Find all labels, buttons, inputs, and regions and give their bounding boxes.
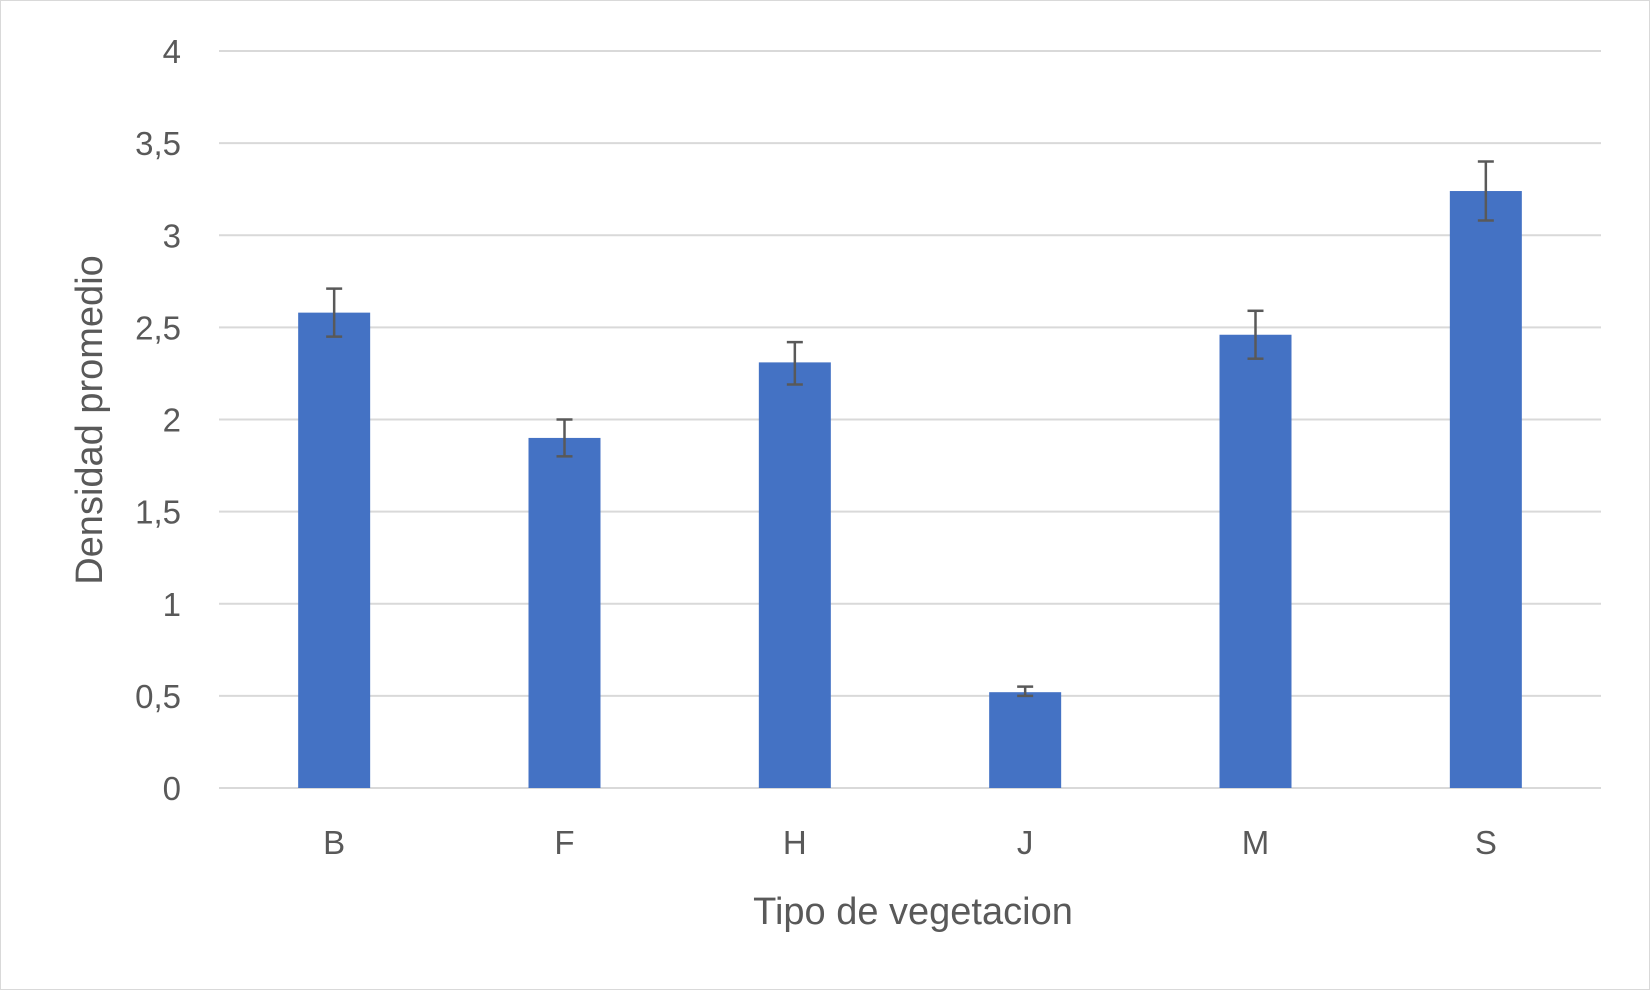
bar [528, 437, 601, 788]
y-tick-label: 1,5 [135, 494, 181, 531]
bar [758, 362, 831, 788]
bar [1449, 191, 1522, 788]
y-tick-label: 3,5 [135, 125, 181, 162]
x-tick-label: F [554, 824, 574, 861]
x-tick-label: H [783, 824, 807, 861]
y-tick-label: 1 [163, 586, 181, 623]
bar [1219, 334, 1292, 788]
y-tick-label: 3 [163, 217, 181, 254]
x-tick-label: J [1017, 824, 1034, 861]
y-tick-label: 0,5 [135, 678, 181, 715]
y-tick-label: 0 [163, 770, 181, 807]
bar [989, 692, 1062, 788]
bar [298, 312, 371, 788]
x-tick-label: S [1475, 824, 1497, 861]
y-tick-label: 2 [163, 402, 181, 439]
x-tick-label: M [1242, 824, 1270, 861]
x-tick-label: B [323, 824, 345, 861]
error-bars [326, 160, 1494, 698]
y-axis-ticks: 0 0,5 1 1,5 2 2,5 3 3,5 4 [135, 33, 181, 807]
bars [298, 191, 1522, 788]
y-tick-label: 2,5 [135, 309, 181, 346]
gridlines [219, 50, 1601, 789]
x-axis-title: Tipo de vegetacion [753, 891, 1073, 933]
y-axis-title: Densidad promedio [69, 255, 111, 585]
y-tick-label: 4 [163, 33, 181, 70]
